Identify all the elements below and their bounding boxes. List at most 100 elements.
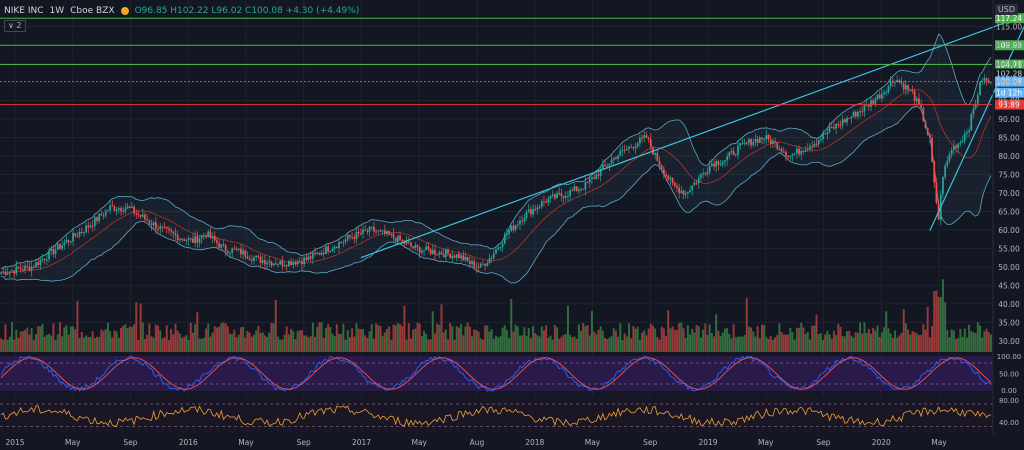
interval-label[interactable]: 1W (49, 6, 65, 16)
volume-bar (985, 328, 988, 352)
band-fill (1, 34, 991, 284)
candle-body (224, 245, 227, 251)
volume-bar (889, 333, 892, 352)
candle-body (390, 233, 393, 235)
candle-body (774, 140, 776, 142)
candle-body (157, 228, 159, 230)
volume-bar (957, 337, 960, 352)
volume-bar (231, 333, 234, 352)
indicators-toggle-button[interactable]: ∨ 2 (4, 20, 26, 32)
volume-bar (806, 332, 809, 352)
candle-body (63, 242, 66, 246)
volume-bar (743, 334, 746, 352)
candle-body (905, 85, 907, 90)
candle-body (745, 142, 748, 144)
volume-bar (98, 337, 101, 352)
candle-body (61, 245, 64, 249)
volume-bar (475, 330, 478, 352)
candle-body (35, 262, 37, 268)
candle-body (800, 150, 803, 155)
candle-body (30, 266, 33, 271)
volume-bar (82, 337, 85, 352)
time-tick-label: May (758, 438, 774, 447)
volume-bar (854, 332, 857, 352)
volume-bar (950, 329, 953, 352)
volume-bar (351, 328, 354, 352)
volume-bar (850, 335, 853, 352)
candle-body (229, 252, 231, 254)
level-label-box (995, 68, 1024, 79)
candle-body (211, 236, 214, 238)
volume-bar (959, 329, 962, 352)
candle-body (772, 140, 774, 145)
candle-body (508, 230, 510, 234)
volume-bar (200, 338, 203, 352)
candle-body (918, 98, 920, 105)
volume-bar (383, 332, 386, 352)
candle-body (547, 198, 550, 203)
volume-bar (595, 334, 598, 352)
candle-body (344, 239, 347, 242)
volume-bar (830, 338, 833, 352)
volume-bar (436, 323, 439, 352)
volume-bar (150, 336, 153, 352)
candle-body (691, 185, 694, 191)
candle-body (896, 80, 899, 83)
candle-body (769, 139, 772, 145)
volume-bar (573, 336, 576, 352)
candle-body (639, 137, 641, 144)
candle-body (942, 177, 944, 195)
candle-body (196, 236, 199, 243)
volume-bar (556, 327, 559, 352)
candle-body (322, 252, 325, 255)
candle-body (416, 245, 419, 247)
candle-body (881, 93, 883, 99)
volume-bar (126, 328, 129, 352)
symbol-name[interactable]: NIKE INC (4, 6, 44, 16)
candle-body (436, 254, 439, 256)
candle-body (577, 189, 580, 192)
candle-body (250, 259, 253, 261)
candle-body (734, 154, 737, 156)
candle-body (863, 105, 866, 112)
volume-bar (479, 338, 482, 352)
volume-bar (553, 325, 556, 352)
candle-body (314, 252, 316, 254)
candle-body (968, 130, 970, 133)
candle-body (872, 100, 875, 104)
candle-body (28, 266, 31, 271)
candle-body (739, 143, 742, 146)
volume-bar (287, 334, 290, 352)
volume-bar (344, 339, 347, 352)
candle-body (798, 148, 800, 155)
volume-bar (641, 332, 644, 352)
candle-body (560, 193, 563, 196)
volume-bar (780, 331, 783, 352)
candle-body (549, 195, 552, 199)
volume-bar (726, 328, 729, 352)
candle-body (931, 137, 933, 162)
candle-body (0, 272, 2, 275)
volume-bar (747, 326, 750, 352)
volume-bar (375, 323, 378, 352)
volume-bar (176, 330, 179, 352)
volume-bar (911, 331, 914, 352)
volume-bar (471, 336, 473, 352)
volume-bar (745, 297, 748, 352)
candle-body (48, 250, 50, 260)
volume-bar (734, 337, 737, 352)
candle-body (643, 135, 646, 138)
volume-bar (4, 324, 7, 352)
candle-body (444, 249, 447, 258)
candle-body (458, 254, 460, 259)
candle-body (970, 114, 973, 131)
candle-body (697, 177, 700, 183)
volume-bar (340, 334, 343, 352)
candle-body (667, 175, 670, 180)
candle-body (309, 256, 312, 259)
candle-body (933, 161, 936, 183)
volume-bar (274, 300, 277, 352)
volume-bar (399, 323, 402, 352)
volume-bar (91, 331, 94, 352)
